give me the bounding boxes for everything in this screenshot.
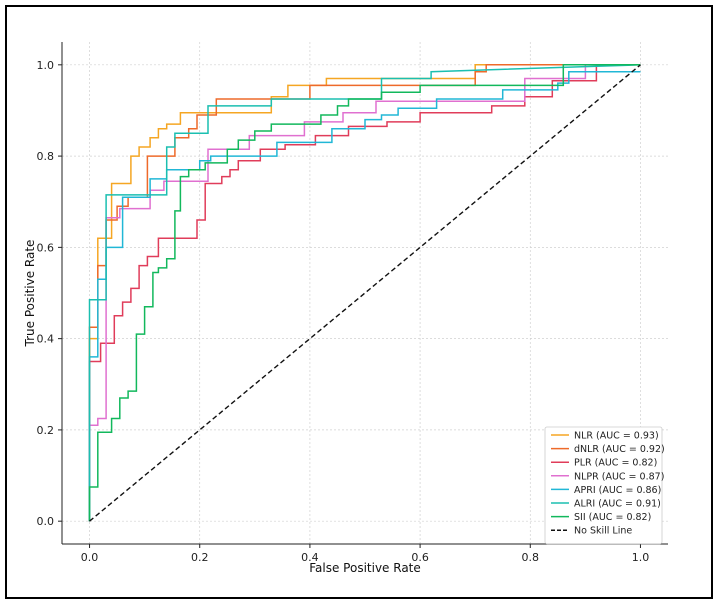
legend-label: NLR (AUC = 0.93) <box>574 431 659 442</box>
y-tick-label: 0.6 <box>37 241 55 254</box>
x-tick-label: 0.0 <box>81 551 99 564</box>
tick-labels: 0.0 0.2 0.4 0.6 0.8 1.0 0.0 0.2 0.4 0.6 0.8 1.0 <box>37 59 650 564</box>
x-tick-label: 0.6 <box>411 551 429 564</box>
roc-curve-apri <box>88 70 641 522</box>
roc-curve-nlpr <box>88 64 641 522</box>
legend-label: No Skill Line <box>574 526 632 537</box>
y-tick-label: 0.4 <box>37 333 55 346</box>
x-tick-label: 0.8 <box>522 551 540 564</box>
roc-curve-no <box>89 64 641 522</box>
y-axis-label: True Positive Rate <box>23 240 37 348</box>
legend-label: NLPR (AUC = 0.87) <box>574 471 664 482</box>
roc-curves <box>88 64 641 522</box>
legend: NLR (AUC = 0.93) dNLR (AUC = 0.92) PLR (AU… <box>544 426 665 545</box>
x-axis-label: False Positive Rate <box>309 561 421 575</box>
y-tick-label: 0.2 <box>37 424 55 437</box>
x-tick-label: 0.2 <box>191 551 209 564</box>
y-tick-label: 0.0 <box>37 515 55 528</box>
legend-label: PLR (AUC = 0.82) <box>574 458 657 469</box>
legend-label: ALRI (AUC = 0.91) <box>574 499 661 510</box>
legend-box <box>544 426 663 545</box>
legend-label: dNLR (AUC = 0.92) <box>574 444 665 455</box>
roc-curve-nlr <box>88 64 641 522</box>
x-tick-label: 1.0 <box>632 551 650 564</box>
legend-label: APRI (AUC = 0.86) <box>574 485 661 496</box>
roc-curve-plr <box>88 64 641 522</box>
roc-curve-sii <box>88 64 641 522</box>
y-tick-label: 1.0 <box>37 59 55 72</box>
x-tick-label: 0.4 <box>301 551 319 564</box>
y-tick-label: 0.8 <box>37 150 55 163</box>
legend-label: SII (AUC = 0.82) <box>574 512 651 523</box>
